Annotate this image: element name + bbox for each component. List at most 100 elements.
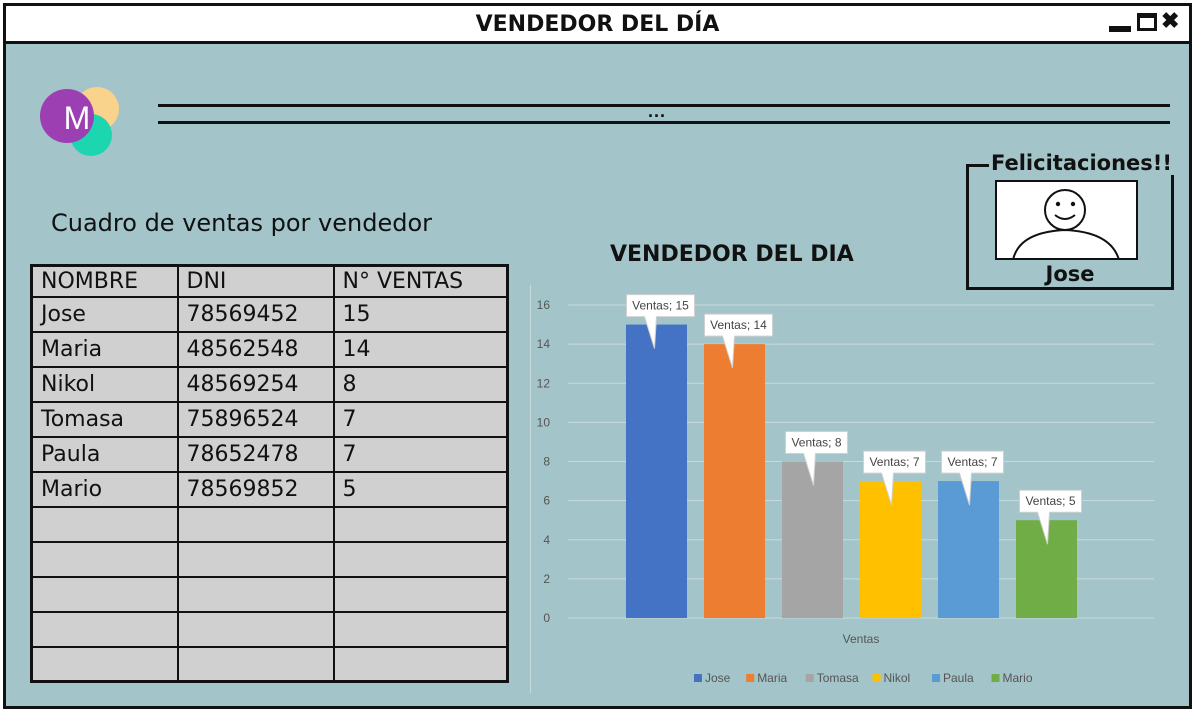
title-bar: VENDEDOR DEL DÍA ✖ [6, 6, 1189, 44]
table-row[interactable] [30, 610, 509, 648]
table-cell [332, 505, 509, 543]
table-cell [332, 575, 509, 613]
data-label: Ventas; 14 [710, 318, 767, 332]
legend-swatch [991, 674, 1000, 682]
logo-letter: M [64, 100, 91, 136]
minimize-icon[interactable] [1109, 26, 1131, 32]
table-cell [176, 540, 335, 578]
data-label-callout [626, 294, 695, 349]
table-cell: Maria [30, 330, 179, 368]
table-row[interactable]: Jose 78569452 15 [30, 295, 509, 333]
y-tick-label: 2 [543, 572, 550, 586]
table-cell: Nikol [30, 365, 179, 403]
chart-divider [530, 285, 531, 693]
table-cell: 15 [332, 295, 509, 333]
table-cell [176, 610, 335, 648]
legend-swatch [872, 674, 881, 682]
table-cell [30, 575, 179, 613]
data-label-callout [785, 431, 848, 486]
table-row[interactable] [30, 645, 509, 683]
table-cell: 7 [332, 435, 509, 473]
column-header: NOMBRE [30, 264, 179, 298]
table-row[interactable]: Maria 48562548 14 [30, 330, 509, 368]
table-row[interactable]: Nikol 48569254 8 [30, 365, 509, 403]
table-row[interactable]: Tomasa 75896524 7 [30, 400, 509, 438]
legend-swatch [694, 674, 702, 682]
y-tick-label: 10 [537, 415, 551, 429]
y-tick-label: 12 [537, 376, 551, 390]
logo-circle-purple [40, 89, 94, 143]
table-cell: 78569452 [176, 295, 335, 333]
winner-name: Jose [1045, 262, 1095, 286]
column-header: N° VENTAS [332, 264, 509, 298]
chart-title: VENDEDOR DEL DIA [610, 242, 854, 267]
close-icon[interactable]: ✖ [1161, 8, 1180, 33]
y-tick-label: 4 [543, 533, 550, 547]
table-cell: Jose [30, 295, 179, 333]
legend-label: Maria [757, 671, 787, 685]
table-row[interactable]: Mario 78569852 5 [30, 470, 509, 508]
congrats-panel: Felicitaciones!! Jose [966, 151, 1174, 290]
table-cell: 5 [332, 470, 509, 508]
table-heading: Cuadro de ventas por vendedor [51, 209, 432, 237]
legend-label: Tomasa [817, 671, 859, 685]
data-label-callout [704, 313, 773, 369]
legend-swatch [805, 674, 814, 682]
sales-chart: VENDEDOR DEL DIA 0 2 4 6 8 10 12 14 16 Ventas; 15… [530, 240, 1160, 700]
bar-nikol [860, 481, 921, 618]
table-cell [30, 610, 179, 648]
table-cell [176, 505, 335, 543]
table-cell: 8 [332, 365, 509, 403]
table-cell [332, 540, 509, 578]
y-tick-label: 0 [543, 611, 550, 625]
legend-label: Paula [943, 671, 974, 685]
table-cell: 14 [332, 330, 509, 368]
table-cell: 78652478 [176, 435, 335, 473]
data-label-callout [941, 450, 1004, 506]
table-row[interactable] [30, 540, 509, 578]
y-tick-label: 6 [543, 494, 550, 508]
legend-swatch [932, 674, 940, 682]
maximize-icon[interactable] [1137, 13, 1157, 31]
table-header-row: NOMBRE DNI N° VENTAS [30, 264, 509, 298]
table-cell: 78569852 [176, 470, 335, 508]
y-tick-label: 16 [537, 298, 551, 312]
table-cell: 48562548 [176, 330, 335, 368]
logo: M [40, 87, 119, 156]
data-label: Ventas; 8 [791, 436, 841, 450]
avatar-drawing [1012, 189, 1120, 258]
table-cell [30, 540, 179, 578]
data-label-callout [1019, 489, 1082, 545]
table-cell: 48569254 [176, 365, 335, 403]
y-tick-label: 14 [537, 337, 551, 351]
chart-svg: 0 2 4 6 8 10 12 14 16 Ventas; 15 Ventas; 14 Ventas;… [537, 294, 1154, 685]
data-label-callout [863, 450, 926, 506]
table-row[interactable] [30, 505, 509, 543]
app-window: VENDEDOR DEL DÍA ✖ M ... Cuadro de venta… [3, 3, 1192, 709]
column-header: DNI [176, 264, 335, 298]
table-cell [30, 645, 179, 683]
table-row[interactable]: Paula 78652478 7 [30, 435, 509, 473]
bar-paula [938, 481, 999, 618]
x-axis-label: Ventas [843, 632, 880, 646]
table-cell [176, 645, 335, 683]
table-cell [176, 575, 335, 613]
bar-maria [704, 344, 765, 618]
table-cell [332, 610, 509, 648]
congrats-title: Felicitaciones!! [989, 151, 1174, 175]
smiley-avatar-icon [995, 180, 1138, 260]
address-bar[interactable]: ... [158, 101, 1170, 124]
legend-label: Jose [705, 671, 731, 685]
legend-swatch [746, 674, 755, 682]
table-cell: 75896524 [176, 400, 335, 438]
more-dots-icon[interactable]: ... [648, 101, 667, 121]
data-label: Ventas; 7 [947, 455, 997, 469]
legend-label: Mario [1003, 671, 1033, 685]
table-cell: 7 [332, 400, 509, 438]
sales-table: NOMBRE DNI N° VENTAS Jose 78569452 15 Maria 485… [30, 264, 509, 683]
bar-jose [626, 324, 687, 618]
table-row[interactable] [30, 575, 509, 613]
table-cell: Mario [30, 470, 179, 508]
table-cell: Paula [30, 435, 179, 473]
bar-tomasa [782, 461, 843, 618]
